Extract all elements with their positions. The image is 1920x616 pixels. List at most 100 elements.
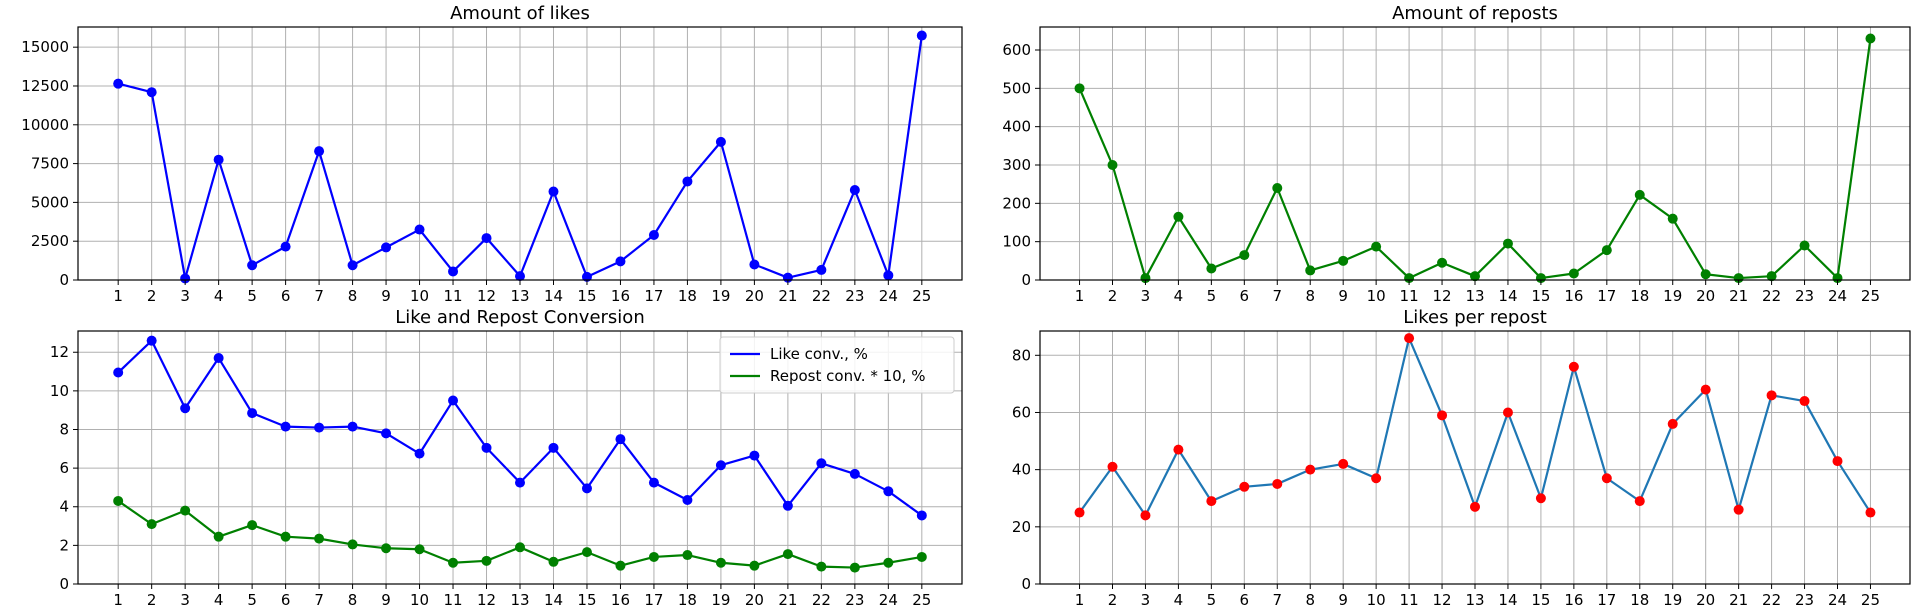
likes-per-repost-x-tick-label: 1 <box>1075 591 1085 609</box>
likes-series-0-point <box>883 270 894 281</box>
likes-per-repost-x-tick-label: 25 <box>1861 591 1880 609</box>
conversion-series-0-point <box>113 367 124 378</box>
reposts-y-tick-label: 600 <box>1002 41 1031 59</box>
reposts-x-tick-label: 4 <box>1174 287 1184 305</box>
conversion-series-0-point <box>381 428 392 439</box>
likes-per-repost-x-tick-label: 9 <box>1338 591 1348 609</box>
conversion-series-1-point <box>749 560 760 571</box>
conversion-series-1-point <box>515 542 525 553</box>
likes-per-repost-x-tick-label: 15 <box>1531 591 1550 609</box>
reposts-y-tick-label: 400 <box>1002 118 1031 136</box>
likes-x-tick-label: 4 <box>214 287 224 305</box>
reposts-x-tick-label: 16 <box>1564 287 1583 305</box>
conversion-series-0-point <box>180 403 191 414</box>
conversion-series-1-point <box>180 505 191 516</box>
likes-x-tick-label: 6 <box>281 287 291 305</box>
reposts-series-0-point <box>1305 265 1316 276</box>
conversion-series-0-point <box>347 421 358 432</box>
likes-per-repost-x-tick-label: 10 <box>1367 591 1386 609</box>
likes-per-repost-x-tick-label: 16 <box>1564 591 1583 609</box>
likes-series-0-point <box>113 78 124 89</box>
reposts-x-tick-label: 6 <box>1240 287 1250 305</box>
likes-x-tick-label: 21 <box>778 287 797 305</box>
likes-per-repost-series-0-point <box>1667 418 1678 429</box>
conversion-x-tick-label: 2 <box>147 591 157 609</box>
likes-series-0-point <box>682 176 693 187</box>
likes-per-repost-x-tick-label: 2 <box>1108 591 1118 609</box>
conversion-x-tick-label: 9 <box>381 591 391 609</box>
conversion-y-tick-label: 8 <box>59 420 69 438</box>
likes-x-tick-label: 19 <box>711 287 730 305</box>
conversion-series-1-point <box>648 551 659 562</box>
conversion-legend-label: Repost conv. * 10, % <box>770 367 925 385</box>
reposts-y-tick-label: 100 <box>1002 233 1031 251</box>
likes-series-0-point <box>381 242 392 253</box>
conversion-x-tick-label: 3 <box>180 591 190 609</box>
conversion-legend-label: Like conv., % <box>770 345 868 363</box>
likes-x-tick-label: 18 <box>678 287 697 305</box>
reposts-x-tick-label: 23 <box>1795 287 1814 305</box>
reposts-x-tick-label: 19 <box>1663 287 1682 305</box>
likes-series-0-point <box>515 271 525 282</box>
conversion-y-tick-label: 0 <box>59 575 69 593</box>
conversion-x-tick-label: 11 <box>443 591 462 609</box>
likes-y-tick-label: 10000 <box>21 116 69 134</box>
conversion-x-tick-label: 7 <box>314 591 324 609</box>
reposts-y-tick-label: 500 <box>1002 79 1031 97</box>
likes-per-repost-x-tick-label: 24 <box>1828 591 1847 609</box>
likes-per-repost-x-tick-label: 13 <box>1465 591 1484 609</box>
reposts-series-0-point <box>1634 189 1645 200</box>
likes-per-repost-x-tick-label: 20 <box>1696 591 1715 609</box>
conversion-x-tick-label: 4 <box>214 591 224 609</box>
conversion-series-1-point <box>548 556 559 567</box>
likes-series-0-point <box>448 266 459 277</box>
conversion-series-1-point <box>146 519 157 530</box>
conversion-series-1-point <box>247 520 258 531</box>
conversion-series-0-point <box>615 434 626 445</box>
likes-series-0-point <box>816 264 827 275</box>
conversion-series-1-point <box>581 547 592 558</box>
conversion-chart-title: Like and Repost Conversion <box>395 307 644 328</box>
conversion-x-tick-label: 17 <box>644 591 663 609</box>
conversion-x-tick-label: 24 <box>879 591 898 609</box>
likes-per-repost-series-0-point <box>1535 493 1546 504</box>
conversion-series-0-point <box>749 450 760 461</box>
likes-per-repost-series-0-point <box>1470 501 1480 512</box>
conversion-series-0-point <box>213 353 224 364</box>
likes-y-tick-label: 5000 <box>31 193 69 211</box>
conversion-series-0-point <box>715 460 726 471</box>
likes-series-0-point <box>648 229 659 240</box>
likes-x-tick-label: 17 <box>644 287 663 305</box>
likes-per-repost-series-0-point <box>1074 507 1085 518</box>
likes-per-repost-series-0-point <box>1173 444 1184 455</box>
likes-per-repost-series-0-point <box>1206 496 1217 507</box>
conversion-series-1-point <box>314 533 325 544</box>
reposts-series-0-point <box>1206 263 1217 274</box>
likes-series-0-point <box>481 233 492 244</box>
reposts-x-tick-label: 5 <box>1207 287 1217 305</box>
reposts-x-tick-label: 14 <box>1498 287 1517 305</box>
conversion-series-1-point <box>883 557 894 568</box>
conversion-series-0-point <box>515 477 525 488</box>
conversion-series-0-point <box>648 477 659 488</box>
conversion-series-1-point <box>213 531 224 542</box>
conversion-x-tick-label: 22 <box>812 591 831 609</box>
conversion-series-0-point <box>414 448 425 459</box>
reposts-y-tick-label: 0 <box>1021 271 1031 289</box>
likes-per-repost-series-0-point <box>1140 510 1151 521</box>
conversion-y-tick-label: 10 <box>50 382 69 400</box>
reposts-series-0-point <box>1074 83 1085 94</box>
reposts-x-tick-label: 20 <box>1696 287 1715 305</box>
conversion-x-tick-label: 6 <box>281 591 291 609</box>
reposts-x-tick-label: 15 <box>1531 287 1550 305</box>
likes-y-tick-label: 15000 <box>21 38 69 56</box>
reposts-x-tick-label: 17 <box>1597 287 1616 305</box>
reposts-x-tick-label: 12 <box>1432 287 1451 305</box>
reposts-y-tick-label: 300 <box>1002 156 1031 174</box>
conversion-series-0-point <box>916 510 927 521</box>
likes-per-repost-series-0-point <box>1865 507 1876 518</box>
likes-per-repost-y-tick-label: 40 <box>1012 461 1031 479</box>
conversion-series-0-point <box>448 395 459 406</box>
reposts-x-tick-label: 9 <box>1338 287 1348 305</box>
conversion-series-1-point <box>381 543 392 554</box>
